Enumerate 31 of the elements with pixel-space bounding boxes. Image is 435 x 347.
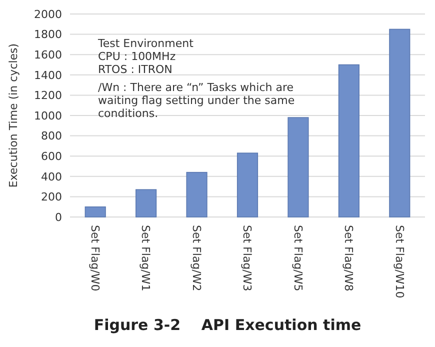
y-tick-label: 800 (41, 130, 62, 143)
bar (84, 206, 106, 218)
annotation: CPU : 100MHz (98, 50, 176, 63)
bar (288, 117, 309, 218)
y-tick-label: 600 (41, 150, 62, 163)
annotation: Test Environment (97, 37, 194, 50)
y-axis-title: Execution Time (in cycles) (7, 43, 20, 188)
text: Figure 3-2 API Execution time (94, 316, 362, 334)
y-tick-label: 1800 (34, 28, 62, 42)
bar (186, 172, 208, 218)
y-tick-label: 1400 (34, 68, 62, 82)
bar (338, 64, 360, 218)
y-tick-label: 0 (55, 210, 62, 224)
x-tick-label: Set Flag/W2 (190, 225, 203, 292)
annotation: /Wn : There are “n” Tasks which are waiting flag setting under the same conditions. (98, 81, 295, 120)
bar (236, 152, 258, 218)
x-tick-label: Set Flag/W8 (342, 225, 356, 292)
annotation: RTOS : ITRON (98, 63, 172, 76)
y-tick-label: 400 (41, 170, 62, 184)
y-tick-label: 2000 (34, 8, 62, 21)
y-tick-label: 1200 (34, 89, 62, 102)
x-tick-label: Set Flag/W3 (240, 225, 254, 292)
y-tick-label: 1000 (34, 109, 62, 122)
bar (389, 28, 410, 218)
x-tick-label: Set Flag/W10 (392, 225, 406, 298)
y-tick-label: 1600 (34, 48, 62, 62)
bar (136, 189, 157, 218)
x-tick-label: Set Flag/W0 (88, 225, 102, 292)
x-tick-label: Set Flag/W1 (139, 225, 152, 292)
x-tick-label: Set Flag/W5 (291, 225, 304, 292)
y-tick-label: 200 (41, 190, 62, 204)
